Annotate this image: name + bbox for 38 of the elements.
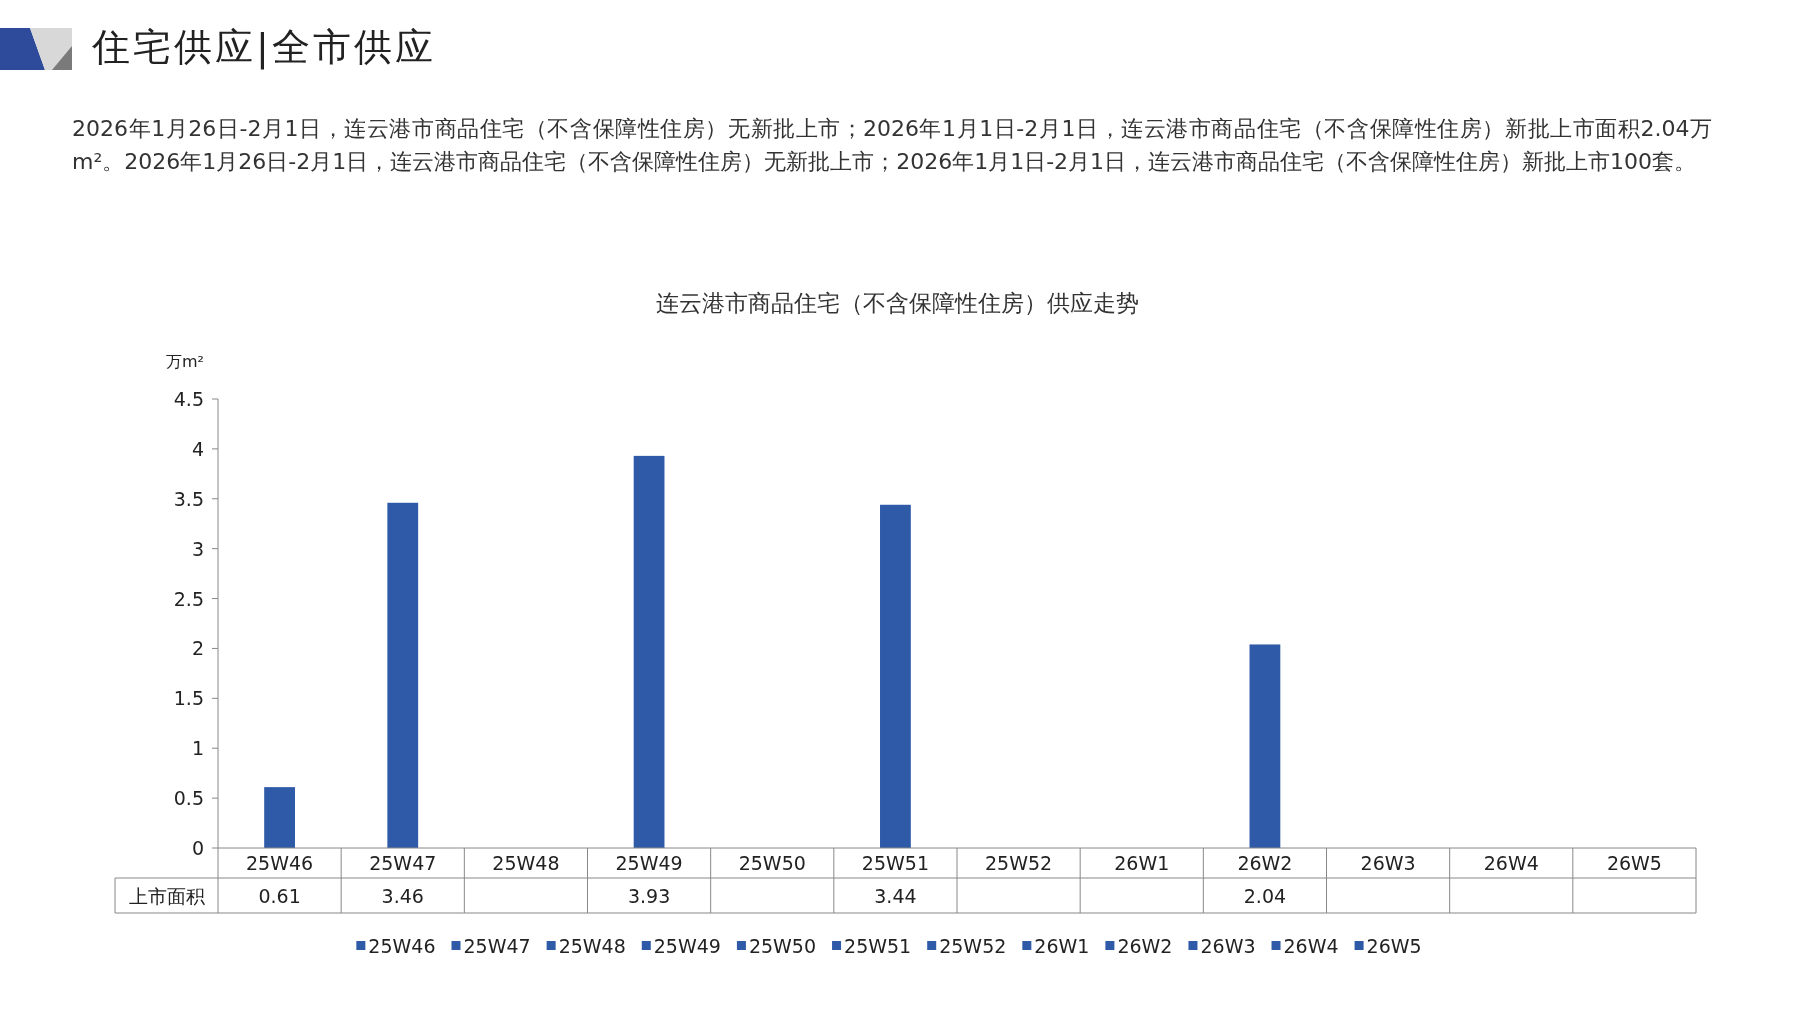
y-tick-label: 2.5 (173, 587, 204, 610)
y-tick-label: 3 (191, 537, 204, 560)
x-tick-label: 25W47 (369, 852, 437, 874)
y-tick-label: 3.5 (173, 487, 204, 510)
y-tick-label: 2 (191, 637, 204, 660)
y-tick-label: 4.5 (173, 388, 204, 410)
x-tick-label: 26W5 (1606, 852, 1662, 874)
y-axis-title: 万m² (166, 352, 204, 371)
data-label: 3.93 (627, 885, 671, 907)
data-label: 3.44 (874, 885, 917, 907)
data-label: 2.04 (1243, 885, 1287, 907)
y-tick-label: 0.5 (173, 787, 204, 810)
x-tick-label: 26W4 (1483, 852, 1539, 874)
bar (633, 455, 665, 848)
x-tick-label: 25W52 (985, 852, 1053, 874)
x-tick-label: 26W1 (1114, 852, 1170, 874)
y-tick-label: 1.5 (173, 687, 204, 710)
text: 住宅供应|全市供应 (92, 24, 436, 72)
y-tick-label: 4 (191, 437, 204, 460)
y-tick-label: 1 (191, 737, 204, 760)
data-label: 0.61 (258, 885, 301, 907)
x-tick-label: 26W3 (1360, 852, 1416, 874)
bar (264, 787, 295, 848)
x-tick-label: 25W48 (492, 852, 560, 874)
text: 上市面积 (128, 885, 205, 907)
x-tick-label: 26W2 (1237, 852, 1293, 874)
text: 2026年1月26日-2月1日，连云港市商品住宅（不含保障性住房）无新批上市；2026年1月1日-2月1日，连云港市商品住宅（不含保障性住房）新批上市面积2.04万m²。2026年1月26日-2月1日，连云港市商品住宅（不含保障性住房）无新批上市；2026年1月1日-2月1日，连云港市商品住宅（不含保障性住房）新批上市100套。 (72, 115, 1712, 176)
legend: 25W46 25W47 25W48 25W49 25W50 25W51 25W52 26W1 26W2 26W3 26W4 26W5 (356, 935, 1422, 957)
bar (880, 504, 911, 848)
x-tick-label: 25W50 (738, 852, 806, 874)
x-tick-label: 25W46 (246, 852, 314, 874)
chart-title: 连云港市商品住宅（不含保障性住房）供应走势 (655, 290, 1139, 316)
x-tick-label: 25W49 (615, 852, 683, 874)
bar (387, 502, 419, 848)
data-label: 3.46 (381, 885, 424, 907)
bar (1249, 644, 1281, 848)
x-tick-label: 25W51 (861, 852, 929, 874)
y-tick-label: 0 (191, 837, 204, 859)
